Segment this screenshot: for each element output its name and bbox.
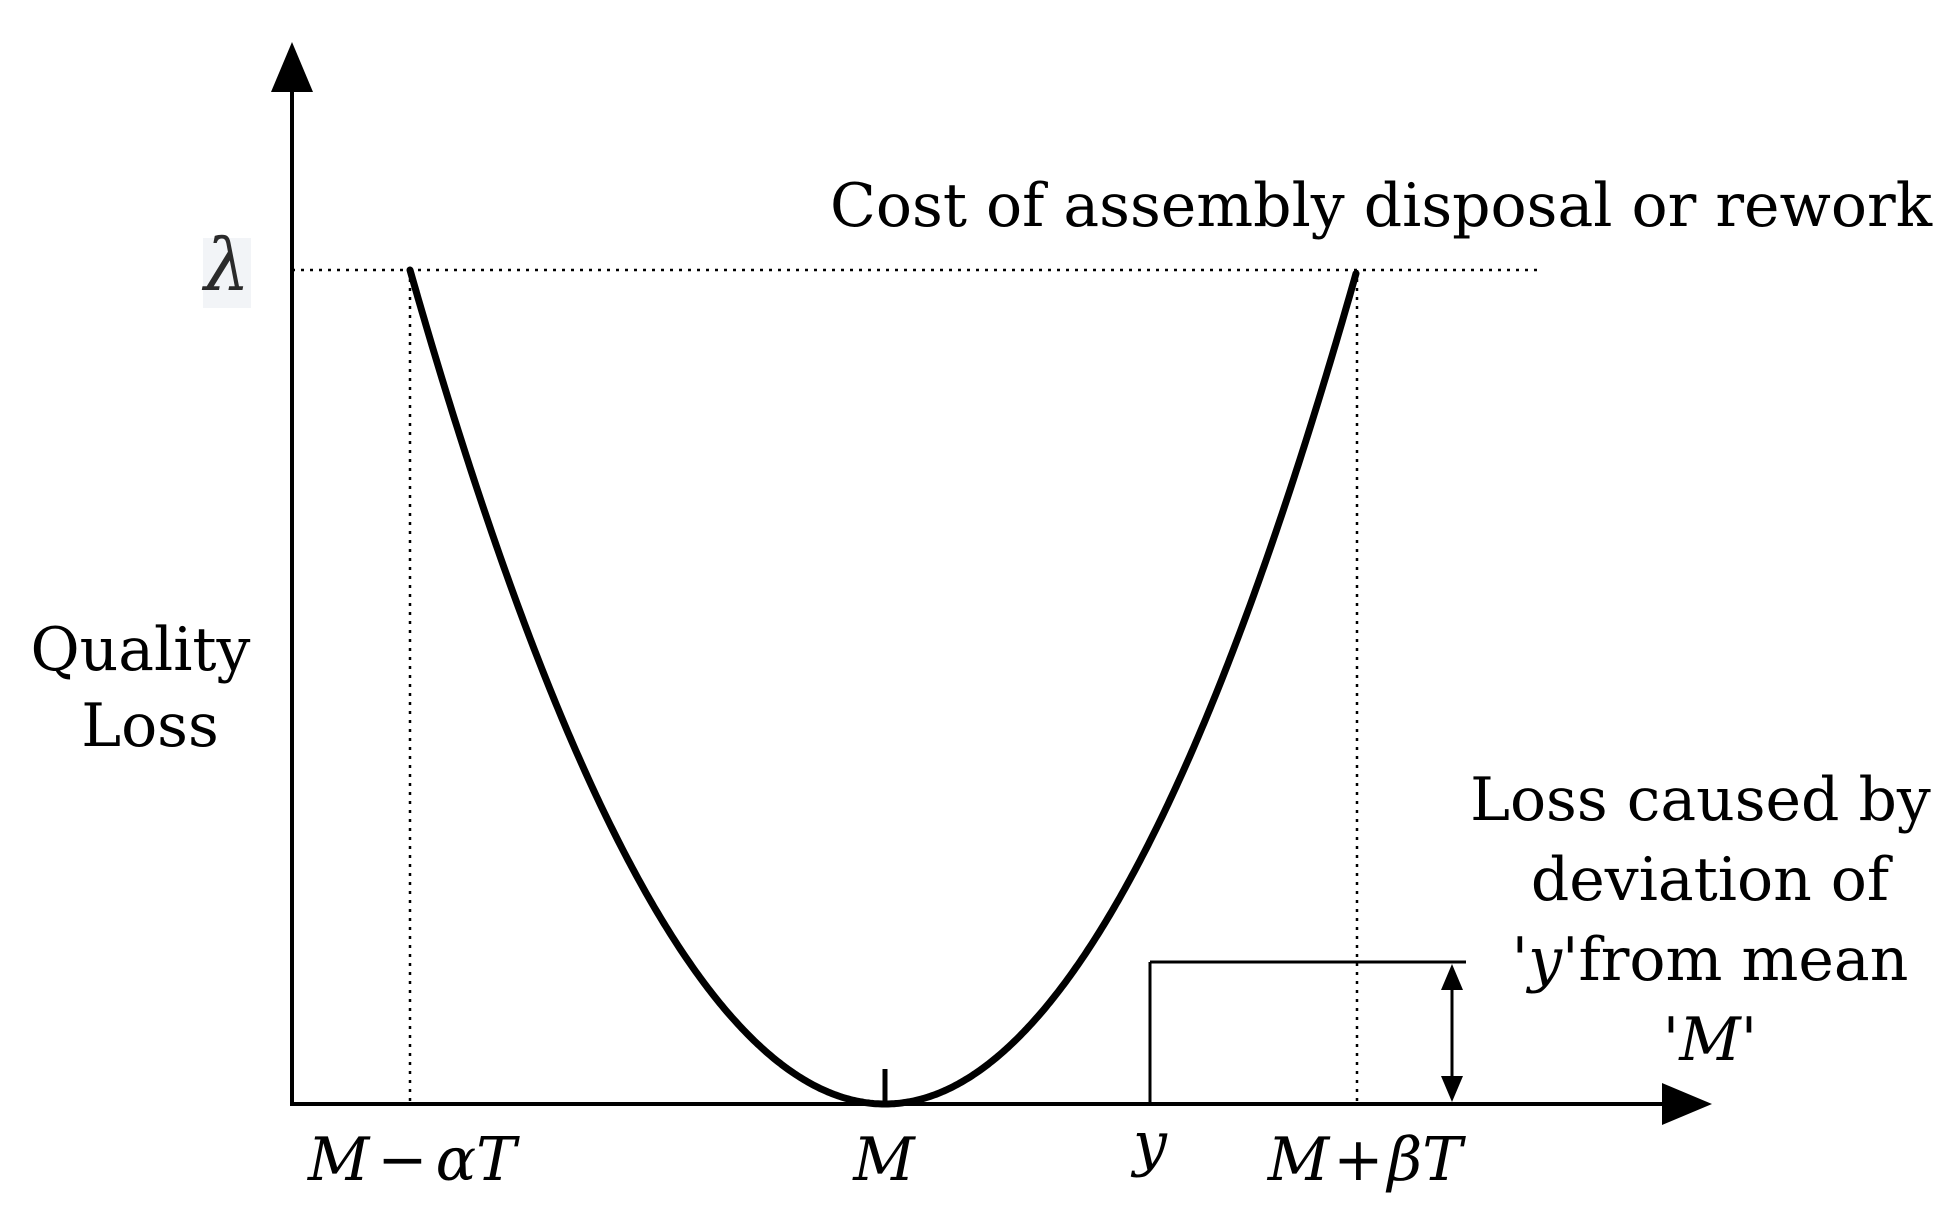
upper-limit-operator: +: [1333, 1125, 1383, 1195]
sample-label: y: [1130, 1109, 1168, 1179]
annotation-line4-var: M: [1678, 1005, 1742, 1075]
y-axis-max-label: λ: [201, 223, 250, 307]
y-axis-label-line2: Loss: [81, 691, 219, 761]
annotation-line3: 'y'from mean: [1512, 925, 1909, 995]
threshold-label: Cost of assembly disposal or rework: [830, 171, 1933, 241]
annotation-line3-suffix: 'from mean: [1562, 925, 1908, 995]
annotation-line4: 'M': [1663, 1005, 1757, 1075]
lower-limit-label: M − αT: [307, 1125, 520, 1195]
lower-limit-term: αT: [436, 1125, 521, 1195]
y-axis-label: Quality Loss: [30, 615, 269, 761]
annotation-line4-suffix: ': [1741, 1005, 1758, 1075]
loss-arrow-bottom-head: [1441, 1076, 1463, 1102]
x-axis-arrowhead: [1662, 1083, 1712, 1125]
lower-limit-mean-symbol: M: [307, 1125, 371, 1195]
lambda-backdrop: [203, 238, 251, 308]
y-axis-label-line1: Quality: [30, 615, 250, 685]
quality-loss-curve: [406, 266, 1360, 1108]
lower-limit-operator: −: [377, 1125, 427, 1195]
upper-limit-label: M+βT: [1267, 1125, 1466, 1195]
upper-limit-mean-symbol: M: [1267, 1125, 1331, 1195]
loss-arrow-top-head: [1441, 964, 1463, 990]
annotation-line3-var: y: [1525, 925, 1563, 995]
y-axis-arrowhead: [271, 42, 313, 92]
annotation-text: Loss caused by deviation of: [1470, 765, 1950, 915]
annotation-line2: deviation of: [1531, 845, 1893, 915]
annotation-line3-prefix: ': [1512, 925, 1529, 995]
upper-limit-term: βT: [1386, 1125, 1467, 1195]
annotation-line4-prefix: ': [1663, 1005, 1680, 1075]
mean-label: M: [852, 1125, 916, 1195]
annotation-line1: Loss caused by: [1470, 765, 1931, 835]
